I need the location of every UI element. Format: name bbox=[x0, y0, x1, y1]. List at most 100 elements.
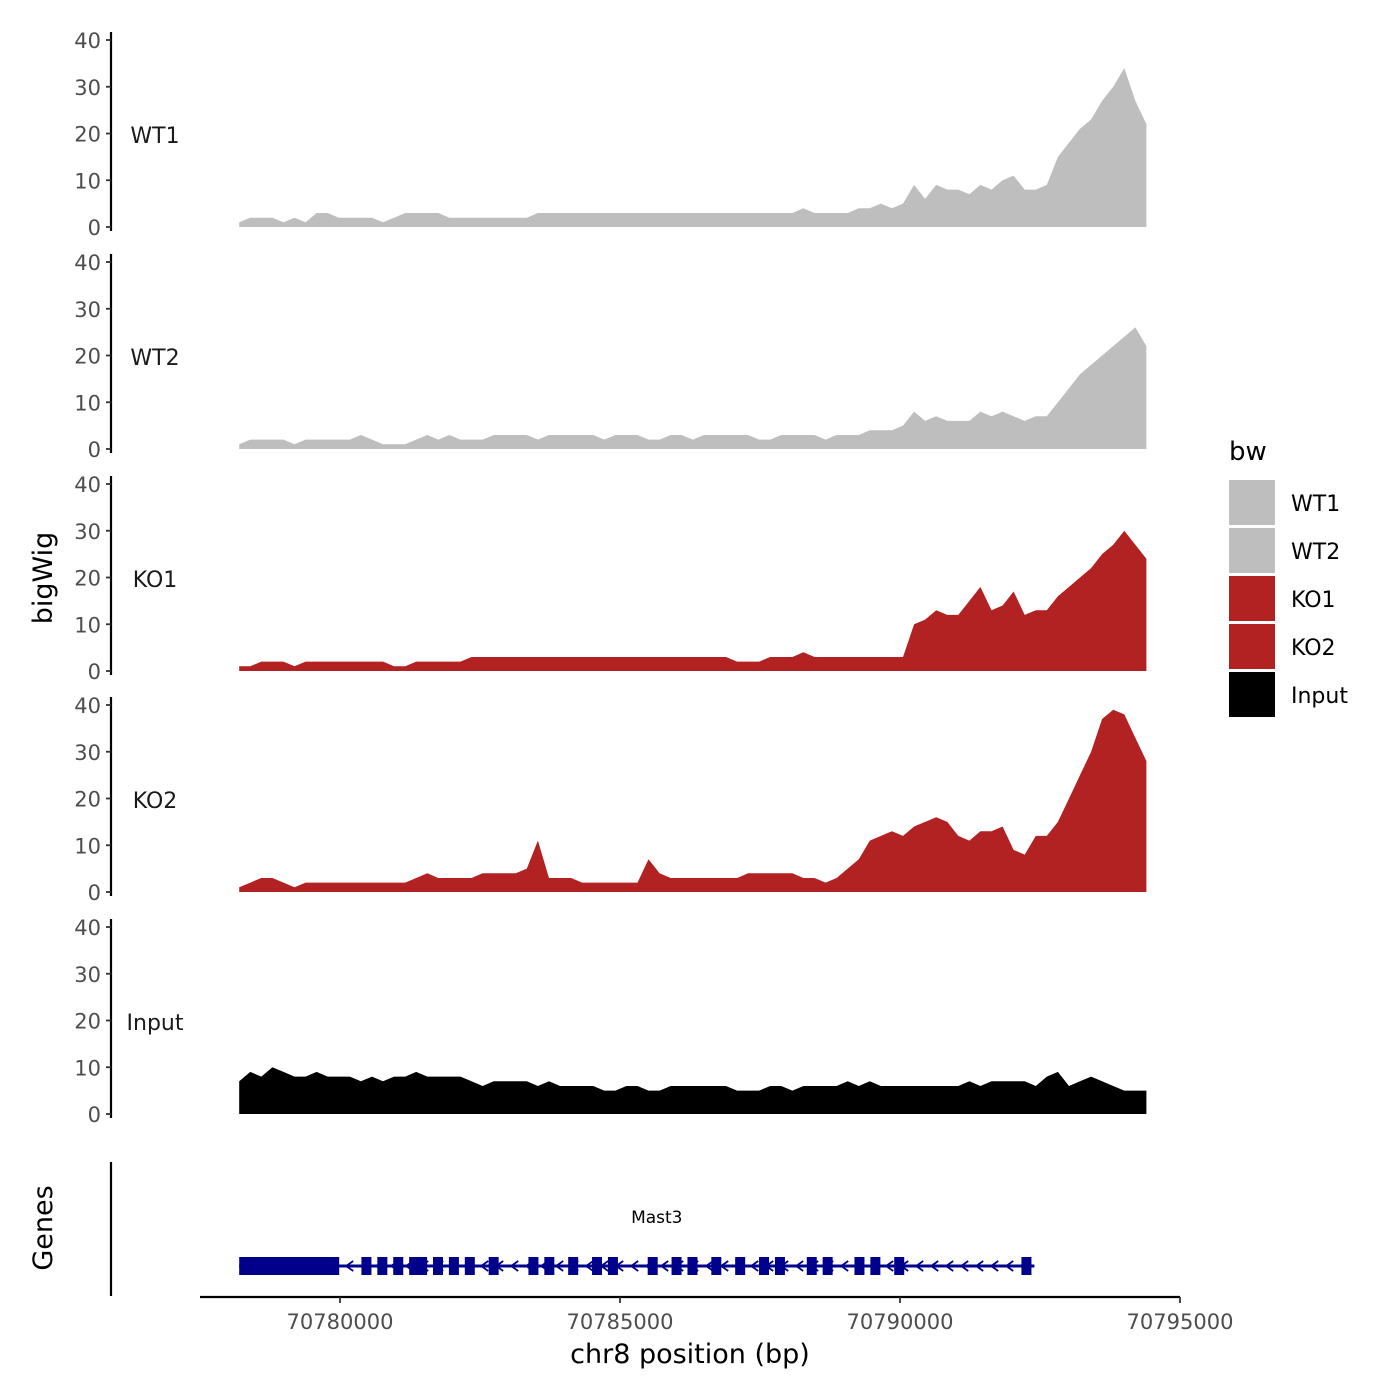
y-tick-label: 30 bbox=[74, 76, 101, 100]
gene-exon bbox=[433, 1257, 443, 1275]
signal-area-wt2 bbox=[239, 327, 1147, 449]
gene-exon bbox=[735, 1257, 746, 1275]
y-tick-label: 40 bbox=[74, 694, 101, 718]
strand-arrow bbox=[614, 1260, 624, 1272]
strand-arrow bbox=[359, 1260, 369, 1272]
gene-exon bbox=[592, 1257, 603, 1275]
legend-title: bw bbox=[1229, 437, 1267, 467]
strand-arrow bbox=[824, 1260, 834, 1272]
gene-exon bbox=[464, 1257, 475, 1275]
legend-swatch bbox=[1229, 672, 1275, 717]
y-tick-label: 40 bbox=[74, 251, 101, 275]
strand-arrow bbox=[599, 1260, 609, 1272]
gene-exon bbox=[361, 1257, 372, 1275]
x-tick-label: 70790000 bbox=[847, 1310, 954, 1334]
y-tick-label: 0 bbox=[88, 660, 101, 684]
strand-arrow bbox=[524, 1260, 534, 1272]
gene-exon bbox=[239, 1257, 340, 1275]
strand-arrow bbox=[659, 1260, 669, 1272]
gene-mast3: Mast3 bbox=[239, 1208, 1035, 1275]
y-tick-label: 30 bbox=[74, 298, 101, 322]
y-tick-label: 20 bbox=[74, 123, 101, 147]
strand-arrow bbox=[794, 1260, 804, 1272]
strand-arrow bbox=[884, 1260, 894, 1272]
legend-item-wt1: WT1 bbox=[1229, 480, 1340, 525]
strand-arrow bbox=[494, 1260, 504, 1272]
y-tick-label: 30 bbox=[74, 520, 101, 544]
y-tick-label: 40 bbox=[74, 29, 101, 53]
track-label: KO1 bbox=[133, 568, 178, 593]
y-tick-label: 20 bbox=[74, 567, 101, 591]
gene-exon bbox=[870, 1257, 881, 1275]
strand-arrow bbox=[689, 1260, 699, 1272]
y-tick-label: 40 bbox=[74, 473, 101, 497]
strand-arrow bbox=[569, 1260, 579, 1272]
y-tick-label: 10 bbox=[74, 613, 101, 637]
strand-arrow bbox=[869, 1260, 879, 1272]
strand-arrow bbox=[539, 1260, 549, 1272]
y-tick-label: 20 bbox=[74, 788, 101, 812]
strand-arrow bbox=[839, 1260, 849, 1272]
legend-item-ko2: KO2 bbox=[1229, 624, 1336, 669]
y-tick-label: 20 bbox=[74, 1010, 101, 1034]
strand-arrow bbox=[389, 1260, 399, 1272]
y-tick-label: 0 bbox=[88, 1103, 101, 1127]
signal-area-ko2 bbox=[239, 709, 1147, 892]
strand-arrow bbox=[344, 1260, 354, 1272]
strand-arrow bbox=[374, 1260, 384, 1272]
strand-arrow bbox=[959, 1260, 969, 1272]
strand-arrow bbox=[779, 1260, 789, 1272]
gene-track: Mast3 bbox=[109, 1162, 1035, 1296]
legend-item-wt2: WT2 bbox=[1229, 528, 1340, 573]
gene-exon bbox=[377, 1257, 388, 1275]
gene-exon bbox=[647, 1257, 658, 1275]
strand-arrow bbox=[899, 1260, 909, 1272]
strand-arrow bbox=[584, 1260, 594, 1272]
legend-item-ko1: KO1 bbox=[1229, 576, 1336, 621]
track-wt2: 0 10 20 30 40 WT2 bbox=[74, 251, 1147, 462]
x-tick-label: 70780000 bbox=[287, 1310, 394, 1334]
gene-exon bbox=[409, 1257, 420, 1275]
strand-arrow bbox=[974, 1260, 984, 1272]
x-axis-label: chr8 position (bp) bbox=[570, 1339, 810, 1370]
strand-arrow bbox=[764, 1260, 774, 1272]
gene-exon bbox=[528, 1257, 539, 1275]
strand-arrow bbox=[419, 1260, 429, 1272]
track-label: WT2 bbox=[130, 346, 179, 371]
strand-arrow bbox=[479, 1260, 489, 1272]
y-tick-label: 10 bbox=[74, 391, 101, 415]
legend-swatch bbox=[1229, 624, 1275, 669]
legend-label: Input bbox=[1291, 684, 1348, 709]
strand-arrow bbox=[749, 1260, 759, 1272]
strand-arrow bbox=[434, 1260, 444, 1272]
y-tick-label: 30 bbox=[74, 963, 101, 987]
gene-exon bbox=[759, 1257, 770, 1275]
y-tick-label: 10 bbox=[74, 834, 101, 858]
y-tick-label: 40 bbox=[74, 916, 101, 940]
legend: bw WT1 WT2 KO1 KO2 Input bbox=[1229, 437, 1348, 717]
strand-arrow bbox=[809, 1260, 819, 1272]
strand-arrow bbox=[449, 1260, 459, 1272]
tracks: 0 10 20 30 40 WT1 0 10 20 30 40 WT2 0 10 20 30 40 KO1 0 10 2… bbox=[74, 29, 1147, 1127]
gene-name-label: Mast3 bbox=[631, 1208, 682, 1228]
x-axis: 70780000 70785000 70790000 70795000 bbox=[200, 1295, 1233, 1334]
strand-arrow bbox=[929, 1260, 939, 1272]
strand-arrow bbox=[1004, 1260, 1014, 1272]
gene-exon bbox=[711, 1257, 722, 1275]
y-tick-label: 0 bbox=[88, 216, 101, 240]
gene-exon bbox=[393, 1257, 404, 1275]
signal-area-ko1 bbox=[239, 530, 1147, 671]
y-tick-label: 0 bbox=[88, 881, 101, 905]
genes-axis-label: Genes bbox=[28, 1185, 59, 1270]
gene-exon bbox=[568, 1257, 579, 1275]
strand-arrow bbox=[1019, 1260, 1029, 1272]
legend-swatch bbox=[1229, 528, 1275, 573]
strand-arrow bbox=[914, 1260, 924, 1272]
legend-swatch bbox=[1229, 480, 1275, 525]
gene-exon bbox=[607, 1257, 618, 1275]
y-axis-label: bigWig bbox=[28, 532, 59, 625]
track-label: Input bbox=[127, 1011, 184, 1036]
signal-area-wt1 bbox=[239, 68, 1147, 227]
strand-arrow bbox=[734, 1260, 744, 1272]
